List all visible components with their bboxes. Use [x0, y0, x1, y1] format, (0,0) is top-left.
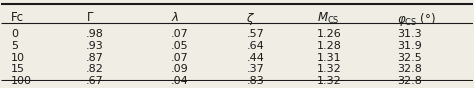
- Text: .87: .87: [86, 53, 104, 63]
- Text: $\it{M}_{\mathrm{CS}}$: $\it{M}_{\mathrm{CS}}$: [317, 11, 340, 26]
- Text: 15: 15: [11, 64, 25, 74]
- Text: .07: .07: [171, 29, 189, 39]
- Text: $\it{\lambda}$: $\it{\lambda}$: [171, 11, 179, 24]
- Text: .93: .93: [86, 41, 104, 51]
- Text: .82: .82: [86, 64, 104, 74]
- Text: .67: .67: [86, 76, 104, 86]
- Text: 32.8: 32.8: [397, 64, 422, 74]
- Text: 1.26: 1.26: [317, 29, 342, 39]
- Text: .09: .09: [171, 64, 189, 74]
- Text: .64: .64: [246, 41, 264, 51]
- Text: 1.32: 1.32: [317, 64, 342, 74]
- Text: .37: .37: [246, 64, 264, 74]
- Text: .07: .07: [171, 53, 189, 63]
- Text: $\it{\zeta}$: $\it{\zeta}$: [246, 11, 255, 27]
- Text: 1.32: 1.32: [317, 76, 342, 86]
- Text: $\it{\Gamma}$: $\it{\Gamma}$: [86, 11, 95, 24]
- Text: 10: 10: [11, 53, 25, 63]
- Text: .44: .44: [246, 53, 264, 63]
- Text: .05: .05: [171, 41, 189, 51]
- Text: 0: 0: [11, 29, 18, 39]
- Text: .04: .04: [171, 76, 189, 86]
- Text: .83: .83: [246, 76, 264, 86]
- Text: 5: 5: [11, 41, 18, 51]
- Text: 31.3: 31.3: [397, 29, 422, 39]
- Text: .98: .98: [86, 29, 104, 39]
- Text: Fc: Fc: [11, 11, 24, 24]
- Text: 31.9: 31.9: [397, 41, 422, 51]
- Text: 32.8: 32.8: [397, 76, 422, 86]
- Text: $\varphi_{\mathrm{CS}}$ (°): $\varphi_{\mathrm{CS}}$ (°): [397, 11, 436, 28]
- Text: 100: 100: [11, 76, 32, 86]
- Text: 32.5: 32.5: [397, 53, 422, 63]
- Text: 1.28: 1.28: [317, 41, 342, 51]
- Text: 1.31: 1.31: [317, 53, 342, 63]
- Text: .57: .57: [246, 29, 264, 39]
